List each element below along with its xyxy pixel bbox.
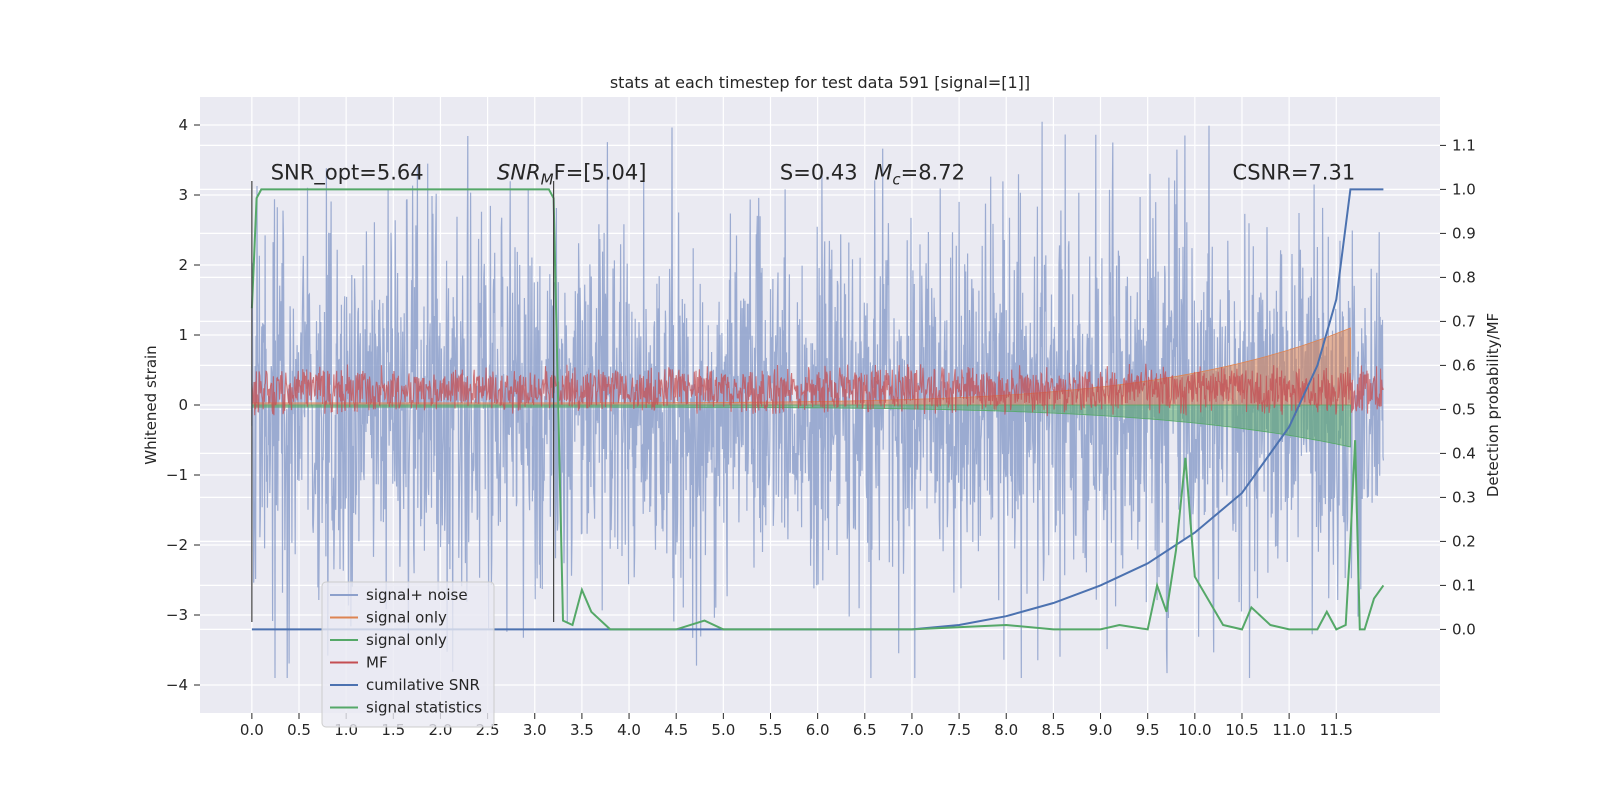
y-tick-label: −2 [166, 536, 188, 554]
series-signal-statistics [250, 188, 1385, 631]
x-tick-label: 7.0 [900, 721, 924, 739]
annotation-text: CSNR=7.31 [1233, 161, 1356, 185]
x-tick-label: 11.5 [1320, 721, 1353, 739]
x-tick-label: 9.5 [1136, 721, 1160, 739]
series-signal-noise [251, 121, 1384, 679]
legend-entry: signal only [366, 609, 447, 627]
series-line [251, 121, 1384, 679]
x-tick-label: 7.5 [947, 721, 971, 739]
y-tick-label: −4 [166, 676, 188, 694]
y-tick-label: −1 [166, 466, 188, 484]
annotation-rest: F=[5.04] [554, 161, 647, 185]
x-tick-label: 9.0 [1089, 721, 1113, 739]
annotation-subscript: M [541, 171, 554, 189]
annotation-text: SNRMF=[5.04] [497, 161, 646, 189]
annotation-base: SNR [497, 161, 541, 185]
x-tick-label: 11.0 [1272, 721, 1305, 739]
annotations: SNR_opt=5.64 SNRMF=[5.04] S=0.43 Mc=8.72 CSN… [271, 161, 1355, 189]
y-right-tick-label: 0.5 [1452, 400, 1476, 418]
legend-entry: signal+ noise [366, 586, 468, 604]
y-right-tick-label: 0.6 [1452, 356, 1476, 374]
annotation-subscript: c [892, 171, 901, 189]
y-tick-label: 0 [178, 396, 188, 414]
annotation-text: SNR_opt=5.64 [271, 161, 424, 186]
x-tick-label: 10.5 [1225, 721, 1258, 739]
legend-entry: cumilative SNR [366, 676, 480, 694]
x-tick-label: 5.5 [759, 721, 783, 739]
x-tick-label: 8.5 [1041, 721, 1065, 739]
x-tick-label: 3.5 [570, 721, 594, 739]
y-right-tick-label: 0.3 [1452, 488, 1476, 506]
y-tick-label: 3 [178, 186, 188, 204]
y-tick-label: 1 [178, 326, 188, 344]
x-tick-label: 6.0 [806, 721, 830, 739]
annotation-rest: =8.72 [901, 161, 965, 185]
series-mf [251, 363, 1384, 417]
x-tick-label: 10.0 [1178, 721, 1211, 739]
x-tick-label: 5.0 [711, 721, 735, 739]
y-right-tick-label: 1.1 [1452, 136, 1476, 154]
x-tick-label: 6.5 [853, 721, 877, 739]
annotation-text: Mc=8.72 [874, 161, 965, 189]
legend-box [321, 581, 495, 728]
y-tick-label: 4 [178, 116, 188, 134]
y-right-tick-label: 0.7 [1452, 312, 1476, 330]
x-tick-label: 3.0 [523, 721, 547, 739]
chart-title: stats at each timestep for test data 591… [610, 73, 1030, 92]
x-tick-label: 4.0 [617, 721, 641, 739]
x-tick-label: 0.5 [287, 721, 311, 739]
legend-entry: signal statistics [366, 699, 482, 717]
series-layer [250, 121, 1385, 679]
x-tick-label: 8.0 [994, 721, 1018, 739]
y-right-tick-label: 1.0 [1452, 180, 1476, 198]
series-line [251, 363, 1384, 417]
x-tick-label: 4.5 [664, 721, 688, 739]
legend-entry: MF [366, 654, 388, 672]
y-right-tick-label: 0.0 [1452, 620, 1476, 638]
legend: signal+ noise signal only signal only MF cum… [321, 581, 495, 728]
series-line [250, 188, 1385, 631]
y-axis-label: Whitened strain [142, 345, 160, 464]
annotation-text: S=0.43 [780, 161, 858, 185]
y-right-tick-label: 0.9 [1452, 224, 1476, 242]
y-right-tick-label: 0.2 [1452, 532, 1476, 550]
annotation-base: M [874, 161, 892, 185]
legend-entry: signal only [366, 631, 447, 649]
y-tick-label: 2 [178, 256, 188, 274]
series-line [251, 188, 1384, 631]
y-right-tick-label: 0.1 [1452, 576, 1476, 594]
series-cumilative-snr [251, 188, 1384, 631]
marker-lines [251, 181, 555, 622]
y-axis-right: 1.1 1.0 0.9 0.8 0.7 0.6 0.5 0.4 0.3 0.2 0.1 0.0 [1440, 136, 1476, 638]
y-axis-left: 4 3 2 1 0 −1 −2 −3 −4 [166, 116, 200, 694]
y-axis-right-label: Detection probability/MF [1484, 313, 1502, 497]
x-tick-label: 0.0 [240, 721, 264, 739]
y-right-tick-label: 0.4 [1452, 444, 1476, 462]
y-tick-label: −3 [166, 606, 188, 624]
y-right-tick-label: 0.8 [1452, 268, 1476, 286]
